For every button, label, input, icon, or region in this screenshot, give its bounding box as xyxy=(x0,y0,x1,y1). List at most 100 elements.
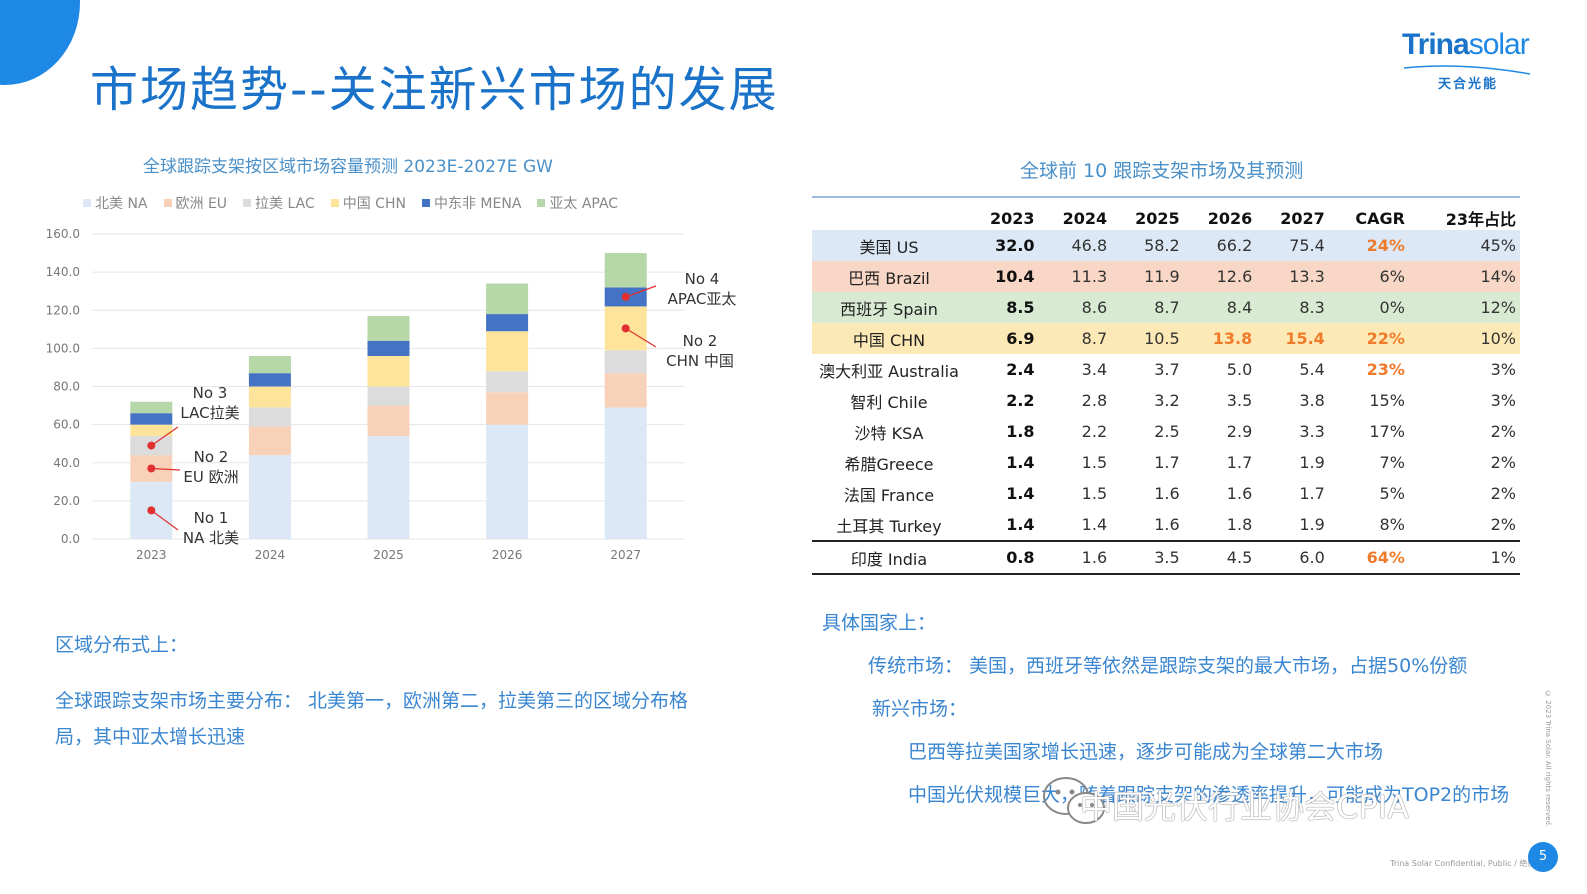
bar-segment xyxy=(604,373,647,408)
table-cell: 4.5 xyxy=(1183,540,1257,575)
market-table-container: 2023 2024 2025 2026 2027 CAGR 23年占比 美国 US 32.0 4… xyxy=(812,196,1520,575)
table-header-cell: 2024 xyxy=(1062,208,1108,228)
legend-label: 拉美 LAC xyxy=(255,196,315,212)
table-header-cell: 2023 xyxy=(990,208,1035,228)
table-cell: 15.4 xyxy=(1285,329,1325,348)
bar-segment xyxy=(486,371,529,393)
table-cell: 1.6 xyxy=(1154,484,1180,503)
annotation-line2: CHN 中国 xyxy=(666,352,734,370)
table-header-cell: 2027 xyxy=(1280,208,1325,228)
bar-segment xyxy=(367,315,410,341)
bar-segment xyxy=(248,356,291,374)
bar-segment xyxy=(130,401,173,414)
legend-item: 北美 NA xyxy=(83,193,148,213)
annotation-dot xyxy=(147,441,156,450)
y-tick-label: 100.0 xyxy=(46,341,80,355)
legend-swatch xyxy=(83,199,91,207)
table-cell: 1.5 xyxy=(1081,484,1108,503)
table-cell: 32.0 xyxy=(995,236,1035,255)
annotation-leader xyxy=(150,509,179,531)
annotation-line2: NA 北美 xyxy=(183,529,239,547)
chart-title: 全球跟踪支架按区域市场容量预测 2023E-2027E GW xyxy=(143,157,553,177)
side-copyright: © 2023 Trina Solar. All rights reserved. xyxy=(1544,690,1552,828)
table-cell: 6% xyxy=(1379,267,1405,286)
table-title: 全球前 10 跟踪支架市场及其预测 xyxy=(1020,160,1304,182)
table-cell: 1.7 xyxy=(1154,453,1180,472)
annotation-line1: No 1 xyxy=(194,509,229,527)
table-row: 法国 France 1.4 1.5 1.6 1.6 1.7 5% 2% xyxy=(812,478,1520,509)
table-cell: 2.9 xyxy=(1226,422,1253,441)
table-cell: 12.6 xyxy=(1216,267,1253,286)
table-row: 沙特 KSA 1.8 2.2 2.5 2.9 3.3 17% 2% xyxy=(812,416,1520,447)
watermark-text: 中国光伏行业协会CPIA xyxy=(1080,788,1409,826)
right-note-heading: 具体国家上： xyxy=(822,612,937,634)
y-tick-label: 140.0 xyxy=(46,265,80,279)
legend-item: 欧洲 EU xyxy=(163,193,227,213)
table-header-cell: 23年占比 xyxy=(1445,210,1516,229)
legend-item: 中东非 MENA xyxy=(421,193,521,213)
table-cell: 2.5 xyxy=(1154,422,1180,441)
table-cell: 2% xyxy=(1490,453,1516,472)
table-country-cell: 希腊Greece xyxy=(844,454,934,474)
logo-word-light: solar xyxy=(1468,28,1530,61)
table-cell: 3.8 xyxy=(1299,391,1325,410)
table-cell: 2.2 xyxy=(1081,422,1108,441)
bar-segment xyxy=(604,350,647,374)
table-country-cell: 中国 CHN xyxy=(852,330,926,350)
table-row: 澳大利亚 Australia 2.4 3.4 3.7 5.0 5.4 23% 3% xyxy=(812,354,1520,385)
y-tick-label: 40.0 xyxy=(53,456,80,470)
table-cell: 3.7 xyxy=(1154,360,1180,379)
y-tick-label: 120.0 xyxy=(46,303,80,317)
logo-subtitle: 天合光能 xyxy=(1438,77,1499,92)
table-cell: 8.7 xyxy=(1081,329,1108,348)
bar-segment xyxy=(367,436,410,539)
table-cell: 13.3 xyxy=(1289,267,1325,286)
bar-segment xyxy=(604,407,647,539)
table-header-cell: CAGR xyxy=(1355,208,1405,228)
legend-label: 北美 NA xyxy=(95,196,148,212)
table-country-cell: 土耳其 Turkey xyxy=(836,516,942,536)
legend-swatch xyxy=(330,199,339,207)
table-country-cell: 巴西 Brazil xyxy=(848,268,930,288)
left-note-line-1: 全球跟踪支架市场主要分布： 北美第一，欧洲第二，拉美第三的区域分布格 xyxy=(55,690,689,712)
x-tick-label: 2023 xyxy=(136,548,167,562)
table-cell: 6.9 xyxy=(1006,329,1035,348)
table-cell: 22% xyxy=(1366,329,1405,348)
annotation-leader xyxy=(151,467,181,471)
table-cell: 8.3 xyxy=(1299,298,1325,317)
table-row: 希腊Greece 1.4 1.5 1.7 1.7 1.9 7% 2% xyxy=(812,447,1520,478)
annotation-leader xyxy=(150,426,179,447)
bar-segment xyxy=(248,386,291,408)
table-cell: 1.8 xyxy=(1226,515,1253,534)
bar-segment xyxy=(367,356,410,387)
y-tick-label: 80.0 xyxy=(53,380,80,394)
table-country-cell: 智利 Chile xyxy=(850,392,928,412)
table-cell: 10.4 xyxy=(995,267,1035,286)
table-cell: 45% xyxy=(1480,236,1516,255)
table-row: 智利 Chile 2.2 2.8 3.2 3.5 3.8 15% 3% xyxy=(812,385,1520,416)
table-top-rule xyxy=(812,196,1520,198)
trinasolar-logo: Trinasolar 天合光能 xyxy=(1402,28,1532,98)
table-cell: 3.3 xyxy=(1299,422,1325,441)
bar-segment xyxy=(486,331,529,372)
bar-segment xyxy=(604,253,647,288)
bar-segment xyxy=(367,340,410,356)
wechat-icon xyxy=(1043,777,1105,824)
table-country-cell: 澳大利亚 Australia xyxy=(819,361,959,381)
legend-item: 亚太 APAC xyxy=(537,193,618,213)
chart-legend: 北美 NA 欧洲 EU 拉美 LAC 中国 CHN 中东非 MENA 亚太 APAC xyxy=(83,193,618,213)
table-country-cell: 印度 India xyxy=(812,540,966,575)
table-cell: 64% xyxy=(1328,540,1409,575)
table-cell: 24% xyxy=(1366,236,1405,255)
table-cell: 2.4 xyxy=(1006,360,1035,379)
annotation-leader xyxy=(625,285,657,298)
table-cell: 7% xyxy=(1379,453,1405,472)
legend-swatch xyxy=(163,199,172,207)
bar-segment xyxy=(248,373,291,387)
bar-segment xyxy=(248,426,291,456)
left-note-heading: 区域分布式上： xyxy=(55,634,189,656)
left-note-line-2: 局，其中亚太增长迅速 xyxy=(55,726,246,748)
right-note-line-1: 传统市场： 美国，西班牙等依然是跟踪支架的最大市场，占据50%份额 xyxy=(868,655,1468,677)
table-country-cell: 法国 France xyxy=(843,485,935,505)
bar-segment xyxy=(486,314,529,332)
